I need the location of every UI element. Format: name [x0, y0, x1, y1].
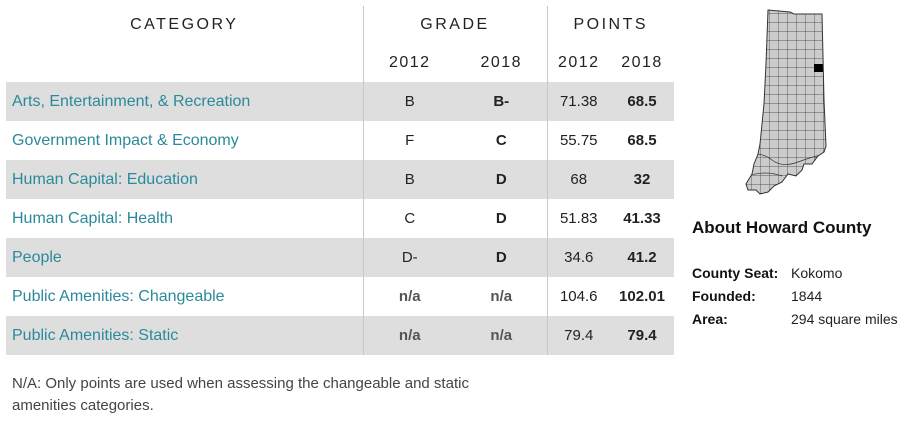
- header-grade-2018: 2018: [480, 53, 523, 71]
- table-row: Public Amenities: Changeable n/a n/a 104…: [6, 277, 674, 316]
- fact-area: Area: 294 square miles: [692, 308, 898, 331]
- grade-2012-cell: F: [362, 121, 456, 160]
- header-empty: [6, 43, 363, 82]
- fact-founded: Founded: 1844: [692, 285, 898, 308]
- category-cell: Human Capital: Health: [12, 209, 173, 227]
- category-cell: Public Amenities: Static: [6, 316, 363, 355]
- fact-label: Founded:: [692, 288, 756, 304]
- points-2012-cell: 71.38: [546, 82, 610, 121]
- grade-2012-cell: B: [362, 160, 456, 199]
- fact-value: 294 square miles: [791, 311, 898, 327]
- table-row: Arts, Entertainment, & Recreation B B- 7…: [6, 82, 674, 121]
- grade-2012-cell: n/a: [362, 277, 456, 316]
- header-row-years: 2012 2018 2012 2018: [6, 43, 674, 82]
- grade-2018-cell: B-: [456, 82, 547, 121]
- header-points-2012: 2012: [546, 43, 610, 82]
- fact-value: Kokomo: [791, 265, 843, 281]
- header-grade-2012: 2012: [362, 43, 456, 82]
- scorecard-table-container: CATEGORY GRADE POINTS 2012 2018 2012 201…: [6, 6, 674, 355]
- county-facts: County Seat: Kokomo Founded: 1844 Area: 294…: [692, 262, 898, 331]
- points-2012-cell: 55.75: [546, 121, 610, 160]
- table-row: Public Amenities: Static n/a n/a 79.4 79…: [6, 316, 674, 355]
- fact-label: Area:: [692, 311, 728, 327]
- footnote: N/A: Only points are used when assessing…: [12, 375, 469, 414]
- grade-2012-cell: D-: [362, 238, 456, 277]
- fact-county-seat: County Seat: Kokomo: [692, 262, 898, 285]
- points-2018-cell: 68.5: [610, 82, 674, 121]
- grade-2018-cell: D: [456, 238, 547, 277]
- points-2012-cell: 104.6: [546, 277, 610, 316]
- points-2018-cell: 102.01: [619, 288, 665, 305]
- points-2012-cell: 34.6: [546, 238, 610, 277]
- points-2012-cell: 68: [546, 160, 610, 199]
- grade-2018-cell: n/a: [490, 288, 513, 305]
- points-2012-cell: 51.83: [546, 199, 610, 238]
- scorecard-table: CATEGORY GRADE POINTS 2012 2018 2012 201…: [6, 6, 674, 355]
- category-cell: People: [6, 238, 363, 277]
- grade-2018-cell: C: [495, 132, 507, 149]
- points-2018-cell: 68.5: [627, 132, 657, 149]
- header-category: CATEGORY: [130, 15, 239, 33]
- category-cell: Government Impact & Economy: [12, 131, 239, 149]
- table-row: Government Impact & Economy F C 55.75 68…: [6, 121, 674, 160]
- grade-2018-cell: D: [495, 210, 507, 227]
- category-cell: Human Capital: Education: [6, 160, 363, 199]
- grade-2018-cell: D: [456, 160, 547, 199]
- indiana-county-map-icon: [742, 4, 854, 200]
- fact-label: County Seat:: [692, 265, 779, 281]
- points-2012-cell: 79.4: [546, 316, 610, 355]
- about-county-title: About Howard County: [692, 218, 872, 237]
- grade-2012-cell: n/a: [362, 316, 456, 355]
- points-2018-cell: 41.2: [610, 238, 674, 277]
- points-2018-cell: 32: [610, 160, 674, 199]
- points-2018-cell: 79.4: [610, 316, 674, 355]
- table-row: Human Capital: Health C D 51.83 41.33: [6, 199, 674, 238]
- table-row: People D- D 34.6 41.2: [6, 238, 674, 277]
- grade-2012-cell: C: [362, 199, 456, 238]
- header-grade: GRADE: [362, 6, 547, 43]
- points-2018-cell: 41.33: [623, 210, 661, 227]
- fact-value: 1844: [791, 288, 823, 304]
- grade-2018-cell: n/a: [456, 316, 547, 355]
- grade-2012-cell: B: [362, 82, 456, 121]
- header-points-2018: 2018: [621, 53, 663, 71]
- header-row-top: CATEGORY GRADE POINTS: [6, 6, 674, 43]
- table-row: Human Capital: Education B D 68 32: [6, 160, 674, 199]
- header-points: POINTS: [546, 6, 674, 43]
- category-cell: Arts, Entertainment, & Recreation: [6, 82, 363, 121]
- category-cell: Public Amenities: Changeable: [12, 287, 225, 305]
